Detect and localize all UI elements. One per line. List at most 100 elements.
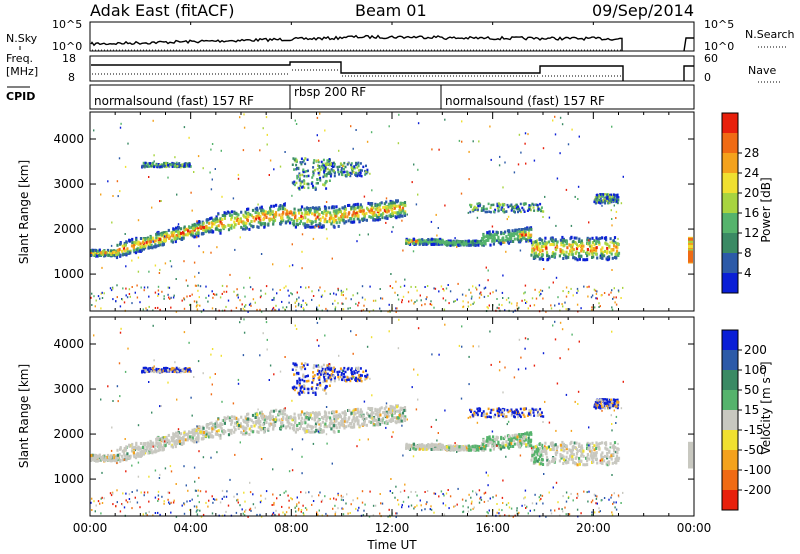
data-cell [596, 196, 599, 200]
data-cell [451, 445, 454, 449]
data-cell [93, 295, 95, 298]
data-cell [513, 205, 516, 208]
data-cell [125, 457, 128, 461]
data-cell [593, 448, 596, 452]
data-cell [310, 220, 313, 224]
data-cell [574, 456, 577, 460]
data-cell [590, 456, 594, 460]
data-cell [445, 445, 449, 449]
data-cell [354, 203, 357, 207]
data-cell [109, 249, 112, 253]
data-cell [283, 202, 286, 206]
data-cell [316, 210, 319, 214]
data-cell [341, 206, 344, 210]
data-cell [208, 426, 211, 430]
data-cell [608, 201, 611, 205]
data-cell [456, 298, 458, 301]
data-cell [101, 291, 103, 294]
data-cell [597, 240, 601, 244]
data-cell [449, 290, 452, 293]
data-cell [296, 160, 298, 163]
data-cell [115, 458, 118, 462]
data-cell [467, 239, 470, 243]
data-cell [303, 428, 306, 432]
data-cell [338, 412, 341, 416]
data-cell [507, 232, 510, 236]
data-cell [207, 423, 210, 427]
data-cell [316, 134, 318, 137]
data-cell [216, 425, 219, 428]
data-cell [149, 440, 152, 444]
data-cell [172, 229, 175, 233]
data-cell [368, 420, 371, 424]
data-cell [250, 224, 253, 228]
data-cell [599, 193, 602, 196]
data-cell [616, 242, 619, 246]
data-cell [183, 260, 185, 263]
data-cell [606, 451, 609, 455]
data-cell [211, 222, 214, 226]
data-cell [304, 430, 307, 434]
data-cell [606, 249, 609, 253]
data-cell [167, 293, 169, 296]
data-cell [574, 462, 577, 466]
data-cell [420, 445, 423, 449]
data-cell [229, 419, 232, 422]
data-cell [485, 439, 488, 443]
data-cell [362, 165, 365, 169]
data-cell [505, 298, 508, 301]
data-cell [221, 423, 224, 427]
data-cell [478, 241, 481, 245]
data-cell [535, 245, 538, 249]
data-cell [571, 243, 574, 247]
data-cell [122, 451, 126, 455]
data-cell [355, 171, 357, 175]
data-cell [511, 205, 514, 209]
data-cell [563, 458, 566, 462]
data-cell [166, 162, 169, 165]
data-cell [342, 308, 345, 311]
data-cell [262, 209, 265, 213]
data-cell [343, 205, 347, 209]
data-cell [223, 290, 225, 293]
data-cell [577, 198, 579, 200]
data-cell [272, 263, 274, 266]
data-cell [311, 417, 314, 421]
data-cell [359, 415, 362, 419]
data-cell [364, 169, 367, 173]
data-cell [311, 290, 313, 293]
data-cell [406, 213, 408, 216]
data-cell [355, 417, 358, 421]
data-cell [374, 207, 377, 211]
data-cell [289, 221, 292, 225]
data-cell [194, 439, 197, 443]
data-cell [208, 230, 211, 234]
data-cell [285, 209, 288, 213]
data-cell [249, 302, 252, 305]
data-cell [194, 275, 196, 278]
data-cell [341, 215, 344, 219]
data-cell [211, 430, 214, 434]
data-cell [330, 173, 333, 176]
data-cell [378, 422, 382, 426]
data-cell [601, 194, 604, 197]
data-cell [612, 297, 614, 300]
data-cell [157, 241, 161, 244]
data-cell [333, 162, 336, 166]
data-cell [352, 171, 355, 174]
data-cell [414, 242, 417, 246]
data-cell [291, 213, 294, 217]
data-cell [244, 210, 247, 214]
data-cell [361, 422, 364, 426]
data-cell [560, 448, 563, 452]
data-cell [131, 259, 133, 262]
data-cell [115, 253, 118, 257]
data-cell [562, 455, 565, 459]
data-cell [528, 208, 531, 211]
data-cell [215, 430, 218, 434]
data-cell [313, 411, 316, 415]
data-cell [541, 458, 544, 462]
data-cell [357, 173, 360, 176]
data-cell [291, 418, 294, 422]
data-cell [180, 236, 184, 240]
